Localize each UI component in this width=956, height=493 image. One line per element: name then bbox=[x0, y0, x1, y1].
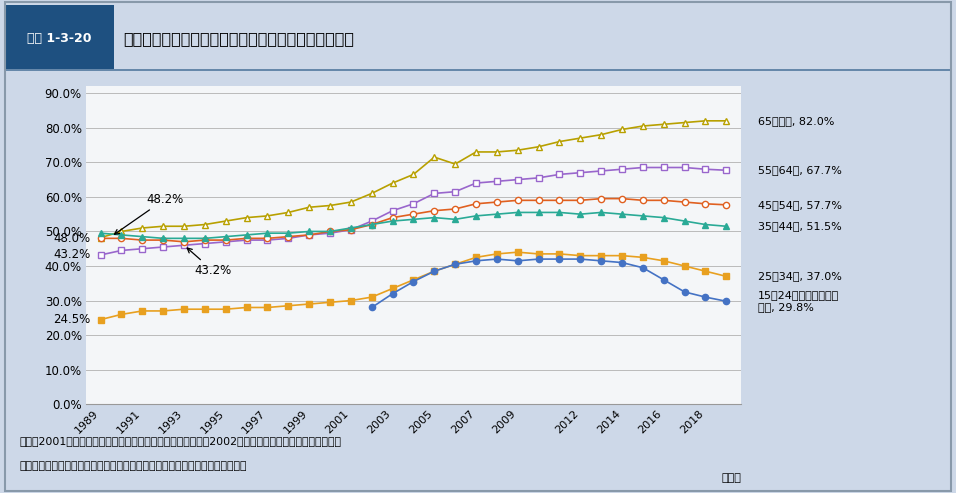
Text: （注）　「非正規の職員・従業員」が役員を除く雇用者に占める割合である。: （注） 「非正規の職員・従業員」が役員を除く雇用者に占める割合である。 bbox=[19, 461, 247, 471]
Bar bbox=[5, 69, 951, 71]
Text: 43.2%: 43.2% bbox=[187, 248, 231, 277]
Text: 48.2%: 48.2% bbox=[115, 193, 184, 234]
Text: 25－34歳, 37.0%: 25－34歳, 37.0% bbox=[757, 271, 841, 282]
Text: 資料：2001年以前は総務省統計局「労働力調査特別調査」、2002年以降は「労働力調査　詳細集計」: 資料：2001年以前は総務省統計局「労働力調査特別調査」、2002年以降は「労働… bbox=[19, 436, 341, 446]
Text: 43.2%: 43.2% bbox=[53, 248, 90, 261]
Text: 24.5%: 24.5% bbox=[53, 313, 90, 326]
Text: 48.0%: 48.0% bbox=[54, 232, 90, 245]
Text: 35－44歳, 51.5%: 35－44歳, 51.5% bbox=[757, 221, 841, 231]
Text: 55－64歳, 67.7%: 55－64歳, 67.7% bbox=[757, 165, 841, 176]
Text: （年）: （年） bbox=[721, 473, 741, 484]
Text: 非正規雇用労働者の割合の推移（女性・年齢階級別）: 非正規雇用労働者の割合の推移（女性・年齢階級別） bbox=[123, 31, 354, 46]
Text: 図表 1-3-20: 図表 1-3-20 bbox=[27, 32, 92, 45]
Text: 65歳以上, 82.0%: 65歳以上, 82.0% bbox=[757, 116, 834, 126]
Text: 45－54歳, 57.7%: 45－54歳, 57.7% bbox=[757, 200, 841, 210]
Bar bbox=[5, 5, 114, 71]
Text: 15－24歳（在学者を除
く）, 29.8%: 15－24歳（在学者を除 く）, 29.8% bbox=[757, 290, 838, 313]
